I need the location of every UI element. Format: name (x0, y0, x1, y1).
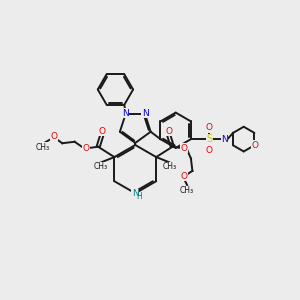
Text: S: S (206, 134, 212, 144)
Text: N: N (221, 135, 228, 144)
Text: O: O (165, 127, 172, 136)
Text: O: O (251, 141, 259, 150)
Text: CH₃: CH₃ (94, 162, 108, 171)
Text: H: H (136, 192, 142, 201)
Text: N: N (142, 109, 149, 118)
Text: N: N (132, 189, 139, 198)
Text: O: O (83, 144, 90, 153)
Text: O: O (180, 172, 187, 181)
Text: O: O (206, 146, 213, 155)
Text: O: O (206, 123, 213, 132)
Text: O: O (181, 144, 188, 153)
Text: O: O (50, 132, 58, 141)
Text: CH₃: CH₃ (36, 142, 50, 152)
Text: N: N (122, 109, 128, 118)
Text: CH₃: CH₃ (162, 162, 176, 171)
Text: CH₃: CH₃ (180, 186, 194, 195)
Text: O: O (98, 127, 105, 136)
